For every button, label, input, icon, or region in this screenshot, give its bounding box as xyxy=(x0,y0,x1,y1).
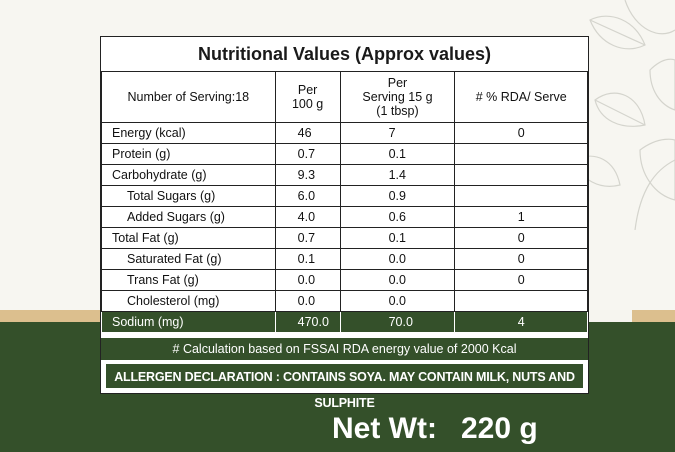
row-rda xyxy=(454,164,588,186)
panel-title: Nutritional Values (Approx values) xyxy=(197,44,492,64)
table-row-sodium: Sodium (mg) 470.0 70.0 4 xyxy=(101,311,588,333)
table-row: Total Sugars (g) 6.0 0.9 xyxy=(101,185,588,207)
table-header-row: Number of Serving:18 Per 100 g Per Servi… xyxy=(101,71,588,123)
table-row: Saturated Fat (g) 0.1 0.0 0 xyxy=(101,248,588,270)
row-label: Energy (kcal) xyxy=(101,122,276,144)
row-per-serving: 0.1 xyxy=(339,143,456,165)
row-per100: 4.0 xyxy=(274,206,341,228)
row-label: Carbohydrate (g) xyxy=(101,164,276,186)
row-per100: 6.0 xyxy=(274,185,341,207)
table-row: Protein (g) 0.7 0.1 xyxy=(101,143,588,165)
header-servings: Number of Serving:18 xyxy=(101,71,276,123)
row-rda: 0 xyxy=(454,227,588,249)
table-row: Carbohydrate (g) 9.3 1.4 xyxy=(101,164,588,186)
row-label: Cholesterol (mg) xyxy=(101,290,276,312)
row-label: Sodium (mg) xyxy=(101,311,276,333)
rda-footnote: # Calculation based on FSSAI RDA energy … xyxy=(101,337,588,360)
row-per-serving: 70.0 xyxy=(339,311,456,333)
row-rda: 0 xyxy=(454,248,588,270)
row-rda xyxy=(454,290,588,312)
header-per-100g: Per 100 g xyxy=(274,71,341,123)
row-per100: 0.0 xyxy=(274,290,341,312)
net-weight: Net Wt: 220 g xyxy=(332,406,538,452)
row-per100: 0.7 xyxy=(274,143,341,165)
tan-accent-strip-left xyxy=(0,310,100,322)
header-per-serving: Per Serving 15 g (1 tbsp) xyxy=(339,71,456,123)
row-rda: 4 xyxy=(454,311,588,333)
table-row: Total Fat (g) 0.7 0.1 0 xyxy=(101,227,588,249)
allergen-declaration: ALLERGEN DECLARATION : CONTAINS SOYA. MA… xyxy=(105,363,584,410)
row-rda: 1 xyxy=(454,206,588,228)
row-per-serving: 0.6 xyxy=(339,206,456,228)
row-label: Protein (g) xyxy=(101,143,276,165)
nutrition-panel: Nutritional Values (Approx values) Numbe… xyxy=(100,36,589,410)
net-weight-label: Net Wt: xyxy=(332,412,437,445)
row-per100: 0.1 xyxy=(274,248,341,270)
row-label: Added Sugars (g) xyxy=(101,206,276,228)
row-per100: 0.7 xyxy=(274,227,341,249)
header-rda: # % RDA/ Serve xyxy=(454,71,588,123)
row-per-serving: 0.0 xyxy=(339,269,456,291)
row-rda xyxy=(454,185,588,207)
row-per100: 46 xyxy=(274,122,341,144)
nutrition-table: Number of Serving:18 Per 100 g Per Servi… xyxy=(101,71,588,333)
row-per-serving: 7 xyxy=(339,122,456,144)
table-row: Cholesterol (mg) 0.0 0.0 xyxy=(101,290,588,312)
row-rda: 0 xyxy=(454,269,588,291)
row-label: Total Sugars (g) xyxy=(101,185,276,207)
row-per100: 9.3 xyxy=(274,164,341,186)
net-weight-value: 220 g xyxy=(460,412,538,445)
row-per100: 470.0 xyxy=(274,311,341,333)
tan-accent-strip-right xyxy=(632,310,675,322)
row-per-serving: 0.0 xyxy=(339,248,456,270)
row-per-serving: 1.4 xyxy=(339,164,456,186)
table-row: Trans Fat (g) 0.0 0.0 0 xyxy=(101,269,588,291)
row-per-serving: 0.9 xyxy=(339,185,456,207)
row-rda: 0 xyxy=(454,122,588,144)
row-label: Trans Fat (g) xyxy=(101,269,276,291)
row-label: Saturated Fat (g) xyxy=(101,248,276,270)
row-per-serving: 0.1 xyxy=(339,227,456,249)
table-row: Energy (kcal) 46 7 0 xyxy=(101,122,588,144)
table-row: Added Sugars (g) 4.0 0.6 1 xyxy=(101,206,588,228)
row-per-serving: 0.0 xyxy=(339,290,456,312)
row-label: Total Fat (g) xyxy=(101,227,276,249)
row-rda xyxy=(454,143,588,165)
row-per100: 0.0 xyxy=(274,269,341,291)
